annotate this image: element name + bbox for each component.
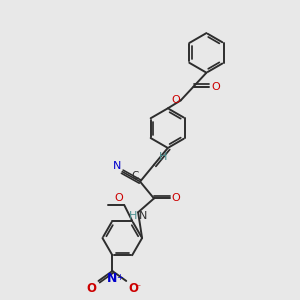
Text: +: +: [116, 273, 123, 282]
Text: C: C: [132, 171, 139, 181]
Text: O: O: [171, 95, 180, 105]
Text: H: H: [159, 152, 167, 162]
Text: H: H: [129, 211, 137, 221]
Text: N: N: [113, 161, 121, 171]
Text: O: O: [86, 282, 97, 295]
Text: N: N: [139, 211, 148, 221]
Text: ⁻: ⁻: [135, 283, 140, 293]
Text: N: N: [107, 272, 118, 285]
Text: O: O: [128, 282, 138, 295]
Text: O: O: [115, 193, 123, 203]
Text: O: O: [212, 82, 220, 92]
Text: O: O: [172, 194, 181, 203]
